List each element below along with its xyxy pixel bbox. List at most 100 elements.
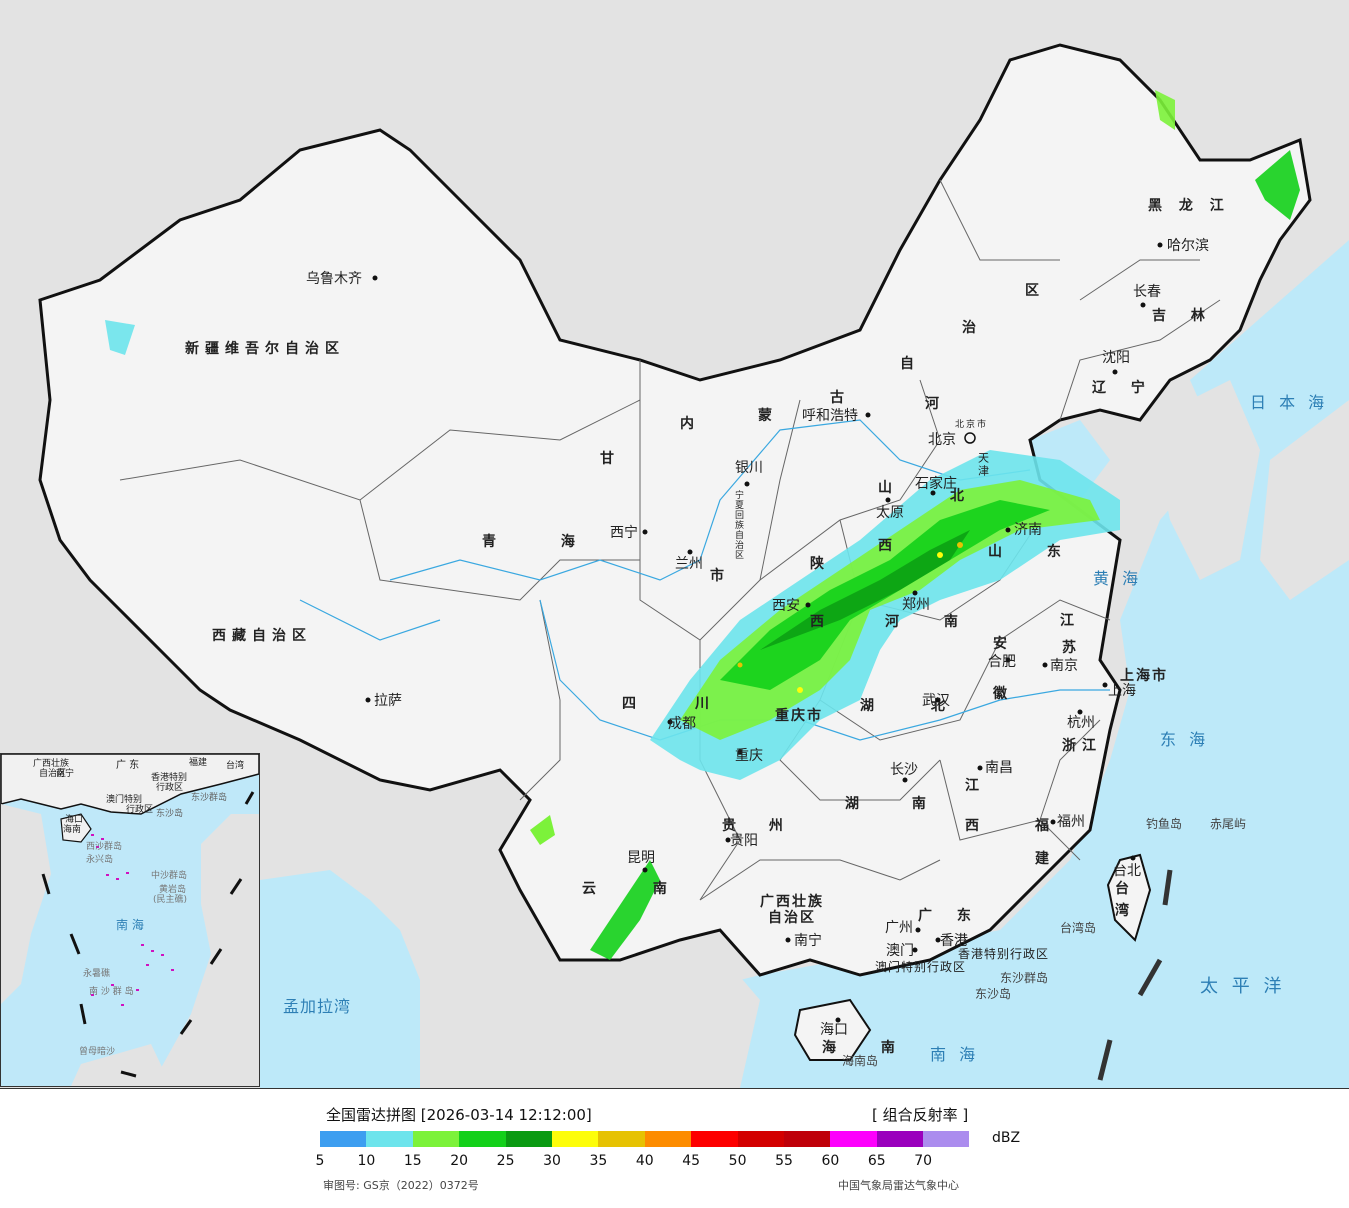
region-label-guizhou: 贵 州 [722, 817, 797, 834]
legend-color-swatch [505, 1131, 552, 1147]
inset-borneo [71, 1044, 171, 1086]
region-label-qinghai: 青 海 [482, 533, 605, 550]
city-dot [977, 765, 983, 771]
region-label-liaoning: 辽 宁 [1092, 379, 1155, 396]
legend-tick-label: 65 [867, 1153, 886, 1169]
region-label-anhui-2: 徽 [992, 685, 1009, 702]
legend-tick-label: 15 [403, 1153, 422, 1169]
inset-label-nanning: 南宁 [56, 767, 74, 779]
region-label-fujian-1: 福 [1034, 817, 1051, 834]
city-jinan: 济南 [1014, 522, 1042, 538]
city-dot [1102, 682, 1108, 688]
city-dot [835, 1017, 841, 1023]
city-dot [1157, 242, 1163, 248]
region-label-sichuan-2: 川 [694, 696, 711, 712]
taiwan-island [1106, 853, 1152, 942]
japan-land [1260, 400, 1349, 600]
city-fuzhou: 福州 [1057, 814, 1085, 830]
legend-tick-label: 35 [589, 1153, 608, 1169]
island-taiwan: 台湾岛 [1060, 920, 1096, 935]
inset-label-nansha: 南 沙 群 岛 [89, 985, 134, 997]
inset-philippines [151, 814, 259, 1086]
legend-color-swatch [876, 1131, 924, 1147]
city-nanjing: 南京 [1050, 658, 1078, 674]
legend-color-swatch [737, 1131, 784, 1147]
region-label-yunnan: 云 南 [582, 880, 693, 897]
region-label-hebei-1: 河 [925, 395, 941, 412]
city-dot [915, 927, 921, 933]
city-dot [865, 412, 871, 418]
region-label-beijing: 北京市 [955, 418, 988, 430]
city-xining: 西宁 [610, 524, 638, 541]
region-label-henan: 河 南 [885, 613, 978, 630]
inset-label-huangyan: 黄岩岛 [159, 883, 186, 895]
region-label-nmg-2: 蒙 [758, 407, 774, 424]
region-label-zhejiang: 浙江 [1062, 737, 1102, 754]
legend-color-swatch [691, 1131, 738, 1147]
city-dot [744, 481, 750, 487]
city-yinchuan: 银川 [735, 460, 763, 476]
city-dot [687, 549, 693, 555]
city-taiyuan: 太原 [876, 505, 904, 521]
province-borders [119, 179, 1221, 901]
city-dot [642, 867, 648, 873]
inset-nine-dash-line [41, 791, 255, 1078]
city-dot [365, 697, 371, 703]
city-zhengzhou: 郑州 [902, 597, 930, 613]
region-label-shanghai: 上海市 [1120, 667, 1168, 684]
legend-tick-label: 70 [914, 1153, 933, 1169]
city-dot [805, 602, 811, 608]
city-lhasa: 拉萨 [374, 693, 402, 709]
city-dot [737, 749, 743, 755]
region-label-gansu-1: 甘 [600, 450, 616, 467]
sea-label-east: 东 海 [1160, 730, 1209, 749]
city-guiyang: 贵阳 [730, 833, 758, 849]
city-wuhan: 武汉 [922, 693, 950, 709]
legend-color-swatch [830, 1131, 877, 1147]
city-dot [642, 529, 648, 535]
city-beijing: 北京 [928, 432, 956, 448]
region-label-jilin: 吉 林 [1152, 307, 1215, 324]
review-number: 审图号: GS京（2022）0372号 [323, 1179, 479, 1192]
inset-mainland [1, 754, 259, 815]
region-label-chongqing: 重庆市 [775, 707, 823, 724]
city-dot [1005, 527, 1011, 533]
sea-label-japan: 日 本 海 [1250, 393, 1328, 412]
inset-label-nanhai: 南 海 [116, 917, 144, 932]
legend-title: 全国雷达拼图 [2026-03-14 12:12:00] [326, 1106, 592, 1124]
inset-label-hk2: 行政区 [156, 781, 183, 793]
korea-land [1150, 380, 1260, 580]
city-dot [1140, 302, 1146, 308]
sea-label-south: 南 海 [930, 1045, 979, 1064]
region-label-gansu-2: 市 [710, 567, 726, 584]
legend-tick-label: 10 [357, 1153, 376, 1169]
region-label-nmg-1: 内 [680, 415, 696, 432]
region-label-sichuan-1: 四 [622, 696, 638, 712]
inset-indochina [1, 804, 51, 1004]
region-label-fujian-2: 建 [1035, 850, 1051, 867]
city-dot [935, 937, 941, 943]
legend: 全国雷达拼图 [2026-03-14 12:12:00] [ 组合反射率 ] 5… [0, 1089, 1349, 1208]
region-label-anhui-1: 安 [993, 635, 1009, 652]
legend-color-swatch [412, 1131, 460, 1147]
city-dot [902, 777, 908, 783]
region-label-hainan: 海 南 [822, 1039, 915, 1056]
island-dongsha-d: 东沙岛 [975, 986, 1011, 1001]
region-label-nmg-6: 区 [1025, 283, 1041, 299]
inset-hainan [60, 813, 92, 843]
city-haikou: 海口 [820, 1022, 848, 1038]
city-hangzhou: 杭州 [1067, 715, 1095, 731]
city-nanchang: 南昌 [985, 760, 1013, 776]
region-label-jiangxi-2: 西 [965, 818, 981, 834]
city-changsha: 长沙 [890, 762, 918, 778]
region-label-guangdong: 广 东 [918, 907, 981, 924]
region-label-xinjiang: 新疆维吾尔自治区 [185, 340, 345, 357]
city-dot [964, 432, 976, 444]
city-guangzhou: 广州 [885, 920, 913, 936]
city-chengdu: 成都 [668, 716, 696, 732]
city-shijiazhuang: 石家庄 [915, 475, 957, 492]
legend-tick-label: 25 [496, 1153, 515, 1169]
city-dot [725, 837, 731, 843]
legend-color-swatch [551, 1131, 599, 1147]
inset-label-hk: 香港特别 [151, 771, 187, 783]
